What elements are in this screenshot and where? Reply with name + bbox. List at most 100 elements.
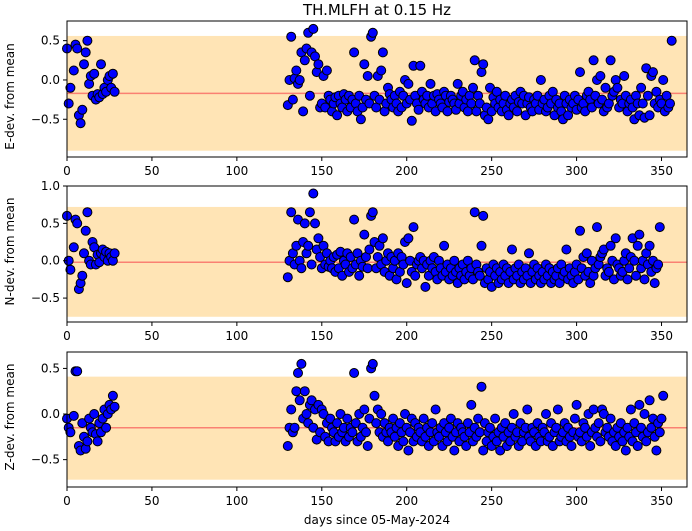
- data-point: [512, 106, 523, 117]
- y-tick-label: 0.5: [41, 216, 60, 230]
- x-tick-label: 150: [310, 494, 333, 508]
- data-point: [376, 65, 387, 76]
- data-point: [310, 218, 320, 229]
- data-point: [442, 106, 453, 117]
- data-point: [294, 75, 305, 85]
- data-point: [403, 233, 414, 244]
- x-tick-label: 50: [144, 494, 159, 508]
- y-tick-label: 0.5: [41, 361, 60, 375]
- data-point: [651, 445, 662, 456]
- data-point: [524, 248, 534, 259]
- data-point: [107, 68, 118, 79]
- data-point: [92, 436, 103, 447]
- data-point: [418, 413, 429, 424]
- data-point: [598, 409, 609, 419]
- data-point: [287, 94, 298, 105]
- data-point: [65, 82, 76, 93]
- data-point: [306, 259, 317, 270]
- data-point: [478, 445, 489, 456]
- data-point: [376, 409, 387, 419]
- data-point: [289, 422, 300, 433]
- data-point: [293, 368, 303, 378]
- data-point: [364, 413, 375, 424]
- data-point: [355, 114, 366, 125]
- data-point: [561, 244, 572, 255]
- chart-title: TH.MLFH at 0.15 Hz: [302, 1, 451, 19]
- x-tick-label: 100: [225, 329, 248, 343]
- data-point: [335, 409, 346, 419]
- data-point: [665, 98, 675, 109]
- data-point: [294, 395, 305, 406]
- data-point: [347, 427, 358, 438]
- y-tick-label: 0.0: [41, 407, 60, 421]
- data-point: [75, 118, 86, 129]
- data-point: [313, 59, 324, 70]
- data-point: [332, 110, 343, 121]
- data-point: [508, 409, 519, 419]
- data-point: [622, 274, 633, 285]
- data-point: [449, 255, 460, 266]
- points-n: [62, 188, 665, 295]
- data-point: [642, 90, 653, 101]
- data-point: [369, 390, 380, 401]
- data-point: [476, 240, 487, 251]
- y-tick-label: 0.0: [41, 254, 60, 268]
- data-point: [653, 259, 664, 270]
- data-point: [551, 422, 562, 433]
- y-tick-label: 0.0: [41, 73, 60, 87]
- data-point: [291, 386, 302, 397]
- data-point: [362, 71, 373, 81]
- ylabel-n: N-dev. from mean: [3, 198, 17, 306]
- data-point: [644, 395, 655, 406]
- data-point: [620, 445, 631, 456]
- data-point: [299, 55, 310, 66]
- data-point: [629, 255, 640, 266]
- data-point: [610, 233, 621, 244]
- data-point: [350, 418, 361, 429]
- data-point: [77, 270, 88, 281]
- data-point: [408, 222, 419, 233]
- data-point: [109, 401, 120, 412]
- data-point: [403, 78, 414, 89]
- data-point: [361, 427, 371, 438]
- data-point: [286, 31, 297, 42]
- x-tick-label: 100: [225, 494, 248, 508]
- x-tick-label: 250: [480, 329, 503, 343]
- x-tick-label: 300: [565, 164, 588, 178]
- data-point: [624, 263, 635, 274]
- data-point: [466, 399, 477, 410]
- data-point: [639, 274, 650, 285]
- data-point: [65, 264, 76, 275]
- data-point: [109, 86, 120, 97]
- data-point: [321, 65, 332, 76]
- data-point: [478, 59, 489, 70]
- data-point: [405, 427, 416, 438]
- data-point: [588, 404, 599, 415]
- data-point: [299, 218, 310, 229]
- data-point: [367, 358, 378, 369]
- data-point: [469, 207, 480, 218]
- data-point: [485, 422, 495, 433]
- data-point: [359, 59, 370, 70]
- data-point: [634, 229, 645, 240]
- data-point: [452, 78, 463, 89]
- data-point: [666, 35, 677, 46]
- x-tick-label: 200: [395, 164, 418, 178]
- data-point: [478, 210, 489, 221]
- data-point: [72, 218, 83, 229]
- data-point: [301, 409, 312, 419]
- data-point: [566, 441, 577, 451]
- data-point: [468, 82, 478, 93]
- data-point: [362, 263, 373, 274]
- data-point: [359, 229, 370, 240]
- data-point: [449, 445, 460, 456]
- data-point: [415, 60, 426, 71]
- data-point: [400, 409, 410, 419]
- data-point: [500, 418, 511, 429]
- data-point: [304, 90, 315, 101]
- ylabel-e: E-dev. from mean: [3, 43, 17, 149]
- data-point: [377, 47, 388, 58]
- data-point: [632, 240, 643, 251]
- data-point: [592, 222, 602, 233]
